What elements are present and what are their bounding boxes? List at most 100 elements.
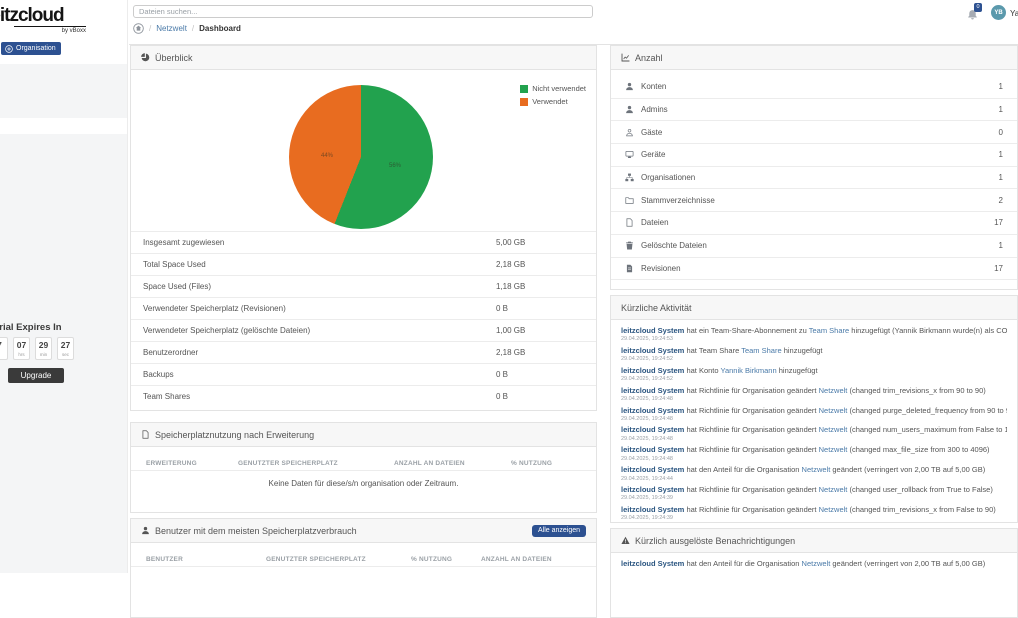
stat-value: 2,18 GB <box>496 348 526 357</box>
home-icon[interactable] <box>133 23 144 34</box>
notifications-title: Kürzlich ausgelöste Benachrichtigungen <box>635 535 796 546</box>
countdown-unit: hrs <box>18 351 25 357</box>
legend-item[interactable]: Verwendet <box>520 97 586 106</box>
activity-entry: leitzcloud System hat Richtlinie für Org… <box>621 386 1007 402</box>
count-row: Revisionen 17 <box>611 258 1017 281</box>
activity-text: leitzcloud System <box>621 365 685 375</box>
column-header: ERWEITERUNG <box>146 459 197 467</box>
stat-value: 2,18 GB <box>496 260 526 269</box>
stat-label: Verwendeter Speicherplatz (Revisionen) <box>143 304 286 313</box>
activity-link[interactable]: Netzwelt <box>818 504 848 514</box>
stat-value: 1,18 GB <box>496 282 526 291</box>
breadcrumb-separator: / <box>191 24 195 33</box>
count-value: 0 <box>998 127 1003 137</box>
activity-text: hat Richtlinie für Organisation geändert <box>684 405 819 415</box>
column-header: GENUTZTER SPEICHERPLATZ <box>238 459 338 467</box>
notifications-card-header: Kürzlich ausgelöste Benachrichtigungen <box>611 529 1017 553</box>
activity-text: hat den Anteil für die Organisation <box>684 559 802 568</box>
add-organisation-button[interactable]: Organisation <box>1 42 61 55</box>
storage-stat-row: Verwendeter Speicherplatz (gelöschte Dat… <box>131 319 596 341</box>
activity-entry: leitzcloud System hat Richtlinie für Org… <box>621 425 1007 441</box>
activity-link[interactable]: Team Share <box>808 326 850 335</box>
activity-entry-timestamp: 29.04.2025, 19:24:53 <box>621 336 673 343</box>
activity-text: hinzugefügt <box>776 365 818 375</box>
stat-value: 0 B <box>496 304 509 313</box>
activity-link[interactable]: Netzwelt <box>818 445 848 455</box>
stat-label: Insgesamt zugewiesen <box>143 238 225 247</box>
stat-label: Benutzerordner <box>143 348 199 357</box>
recent-activity-card: Kürzliche Aktivität leitzcloud System ha… <box>610 295 1018 523</box>
top-users-table-head: BENUTZER GENUTZTER SPEICHERPLATZ % NUTZUNG… <box>131 552 596 567</box>
activity-entry-text: leitzcloud System hat Richtlinie für Org… <box>621 445 1007 454</box>
legend-label: Nicht verwendet <box>532 84 586 93</box>
overview-card: Überblick Nicht verwendet Verwendet 56% … <box>130 45 597 411</box>
count-label: Gäste <box>641 127 663 137</box>
activity-entry: leitzcloud System hat Konto Yannik Birkm… <box>621 366 1007 382</box>
activity-entry: leitzcloud System hat Richtlinie für Org… <box>621 406 1007 422</box>
activity-link[interactable]: Netzwelt <box>818 385 848 395</box>
notifications-list: leitzcloud System hat den Anteil für die… <box>611 559 1017 572</box>
extension-usage-title: Speicherplatznutzung nach Erweiterung <box>155 429 315 440</box>
person-icon <box>141 526 150 535</box>
activity-link[interactable]: Team Share <box>741 345 782 355</box>
show-all-button[interactable]: Alle anzeigen <box>531 524 586 537</box>
activity-text: (changed trim_revisions_x from False to … <box>847 504 996 514</box>
count-value: 17 <box>994 263 1003 273</box>
main-left-column: Überblick Nicht verwendet Verwendet 56% … <box>130 45 597 618</box>
activity-entry: leitzcloud System hat ein Team-Share-Abo… <box>621 326 1007 342</box>
count-row: Admins 1 <box>611 99 1017 122</box>
countdown-value: 29 <box>38 340 49 350</box>
activity-link[interactable]: Netzwelt <box>818 485 848 494</box>
activity-link[interactable]: Netzwelt <box>801 559 831 568</box>
count-label: Gelöschte Dateien <box>641 241 707 251</box>
activity-text: leitzcloud System <box>621 425 685 435</box>
activity-text: hat Richtlinie für Organisation geändert <box>684 485 819 494</box>
brand-logo: leitzcloud by vBoxx <box>0 6 86 34</box>
activity-text: hat Richtlinie für Organisation geändert <box>684 445 819 455</box>
recent-activity-title: Kürzliche Aktivität <box>621 302 692 313</box>
overview-title: Überblick <box>155 52 193 63</box>
top-users-card: Benutzer mit dem meisten Speicherplatzve… <box>130 518 597 618</box>
notifications-bell[interactable]: 0 <box>967 3 983 21</box>
recent-activity-header: Kürzliche Aktivität <box>611 296 1017 320</box>
search-input[interactable] <box>133 5 593 18</box>
activity-link[interactable]: Yannik Birkmann <box>720 365 777 375</box>
countdown-unit: sec <box>61 351 69 357</box>
activity-entry-text: leitzcloud System hat den Anteil für die… <box>621 465 1007 474</box>
activity-text: hat Richtlinie für Organisation geändert <box>684 385 819 395</box>
stat-label: Backups <box>143 370 174 379</box>
upgrade-button[interactable]: Upgrade <box>8 368 64 383</box>
column-header: BENUTZER <box>146 555 183 563</box>
activity-text: (changed user_rollback from True to Fals… <box>847 485 993 494</box>
activity-link[interactable]: Netzwelt <box>801 465 831 475</box>
countdown-unit: min <box>39 351 48 357</box>
activity-entry: leitzcloud System hat Richtlinie für Org… <box>621 485 1007 501</box>
monitor-icon <box>625 150 634 159</box>
revision-icon <box>625 264 634 273</box>
activity-text: (changed num_users_maximum from False to… <box>847 425 1007 435</box>
avatar[interactable]: YB <box>991 5 1006 20</box>
pie-chart <box>289 85 433 229</box>
activity-link[interactable]: Netzwelt <box>818 425 848 435</box>
column-header: ANZAHL AN DATEIEN <box>481 555 552 563</box>
user-name[interactable]: Ya <box>1010 9 1018 18</box>
user-icon <box>625 82 634 91</box>
legend-label: Verwendet <box>532 97 568 106</box>
activity-text: leitzcloud System <box>621 326 685 335</box>
activity-text: hinzugefügt (Yannik Birkmann wurde(n) al… <box>851 326 1007 335</box>
pie-slice-label-verwendet: 44% <box>321 153 334 159</box>
extension-usage-table-head: ERWEITERUNG GENUTZTER SPEICHERPLATZ ANZAHL… <box>131 456 596 471</box>
breadcrumb: / Netzwelt / Dashboard <box>133 23 241 34</box>
activity-text: leitzcloud System <box>621 445 685 455</box>
legend-item[interactable]: Nicht verwendet <box>520 84 586 93</box>
activity-entry-timestamp: 29.04.2025, 19:24:39 <box>621 495 673 502</box>
activity-link[interactable]: Netzwelt <box>818 405 848 415</box>
activity-text: geändert (verringert von 2,00 TB auf 5,0… <box>830 559 986 568</box>
activity-text: leitzcloud System <box>621 485 685 494</box>
breadcrumb-item-netzwelt[interactable]: Netzwelt <box>156 24 187 33</box>
count-label: Revisionen <box>641 263 681 273</box>
activity-entry-text: leitzcloud System hat Konto Yannik Birkm… <box>621 366 1007 375</box>
count-row: Stammverzeichnisse 2 <box>611 189 1017 213</box>
count-value: 1 <box>998 105 1003 115</box>
plus-circle-icon <box>5 45 13 53</box>
